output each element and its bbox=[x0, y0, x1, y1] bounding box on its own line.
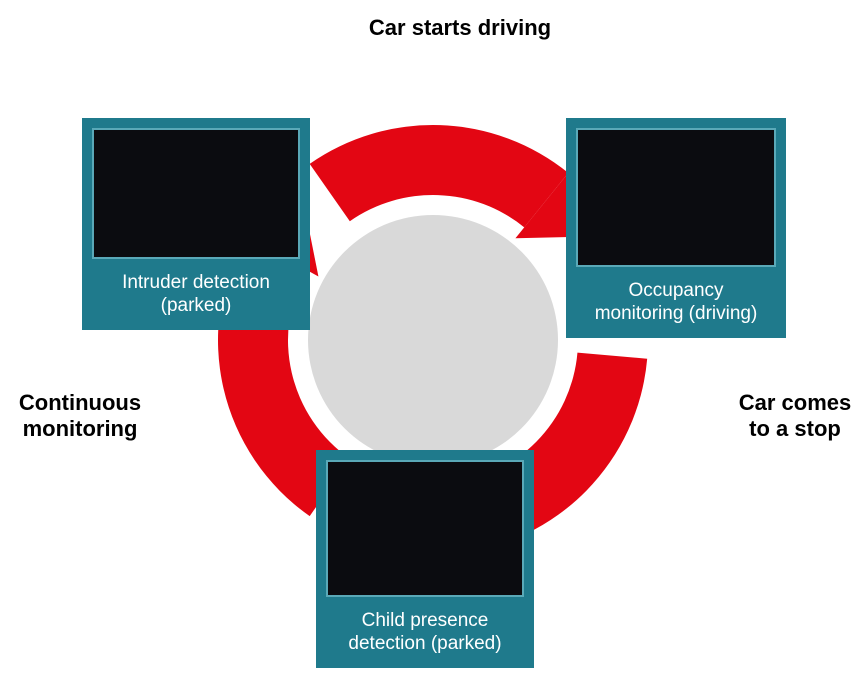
card-caption: Child presence detection (parked) bbox=[342, 603, 507, 665]
card-image-child bbox=[326, 460, 524, 597]
card-child-presence: Child presence detection (parked) bbox=[316, 450, 534, 668]
phase-label-continuous-monitoring: Continuous monitoring bbox=[0, 390, 160, 443]
hub-circle bbox=[308, 215, 558, 465]
card-image-occupancy bbox=[576, 128, 776, 267]
card-intruder-detection: Intruder detection (parked) bbox=[82, 118, 310, 330]
phase-label-text: Continuous bbox=[19, 390, 141, 415]
phase-label-text: Car comes bbox=[739, 390, 852, 415]
caption-line: Occupancy bbox=[628, 280, 723, 301]
phase-label-text: Car starts driving bbox=[369, 15, 551, 40]
caption-line: detection (parked) bbox=[348, 633, 501, 654]
phase-label-comes-to-stop: Car comes to a stop bbox=[725, 390, 865, 443]
card-caption: Occupancy monitoring (driving) bbox=[589, 273, 764, 335]
caption-line: (parked) bbox=[161, 295, 232, 316]
caption-line: Child presence bbox=[362, 610, 489, 631]
phase-label-starts-driving: Car starts driving bbox=[330, 15, 590, 41]
phase-label-text: to a stop bbox=[749, 416, 841, 441]
phase-label-text: monitoring bbox=[23, 416, 138, 441]
caption-line: Intruder detection bbox=[122, 272, 270, 293]
card-caption: Intruder detection (parked) bbox=[116, 265, 276, 327]
card-image-intruder bbox=[92, 128, 300, 259]
card-occupancy-monitoring: Occupancy monitoring (driving) bbox=[566, 118, 786, 338]
caption-line: monitoring (driving) bbox=[595, 303, 758, 324]
